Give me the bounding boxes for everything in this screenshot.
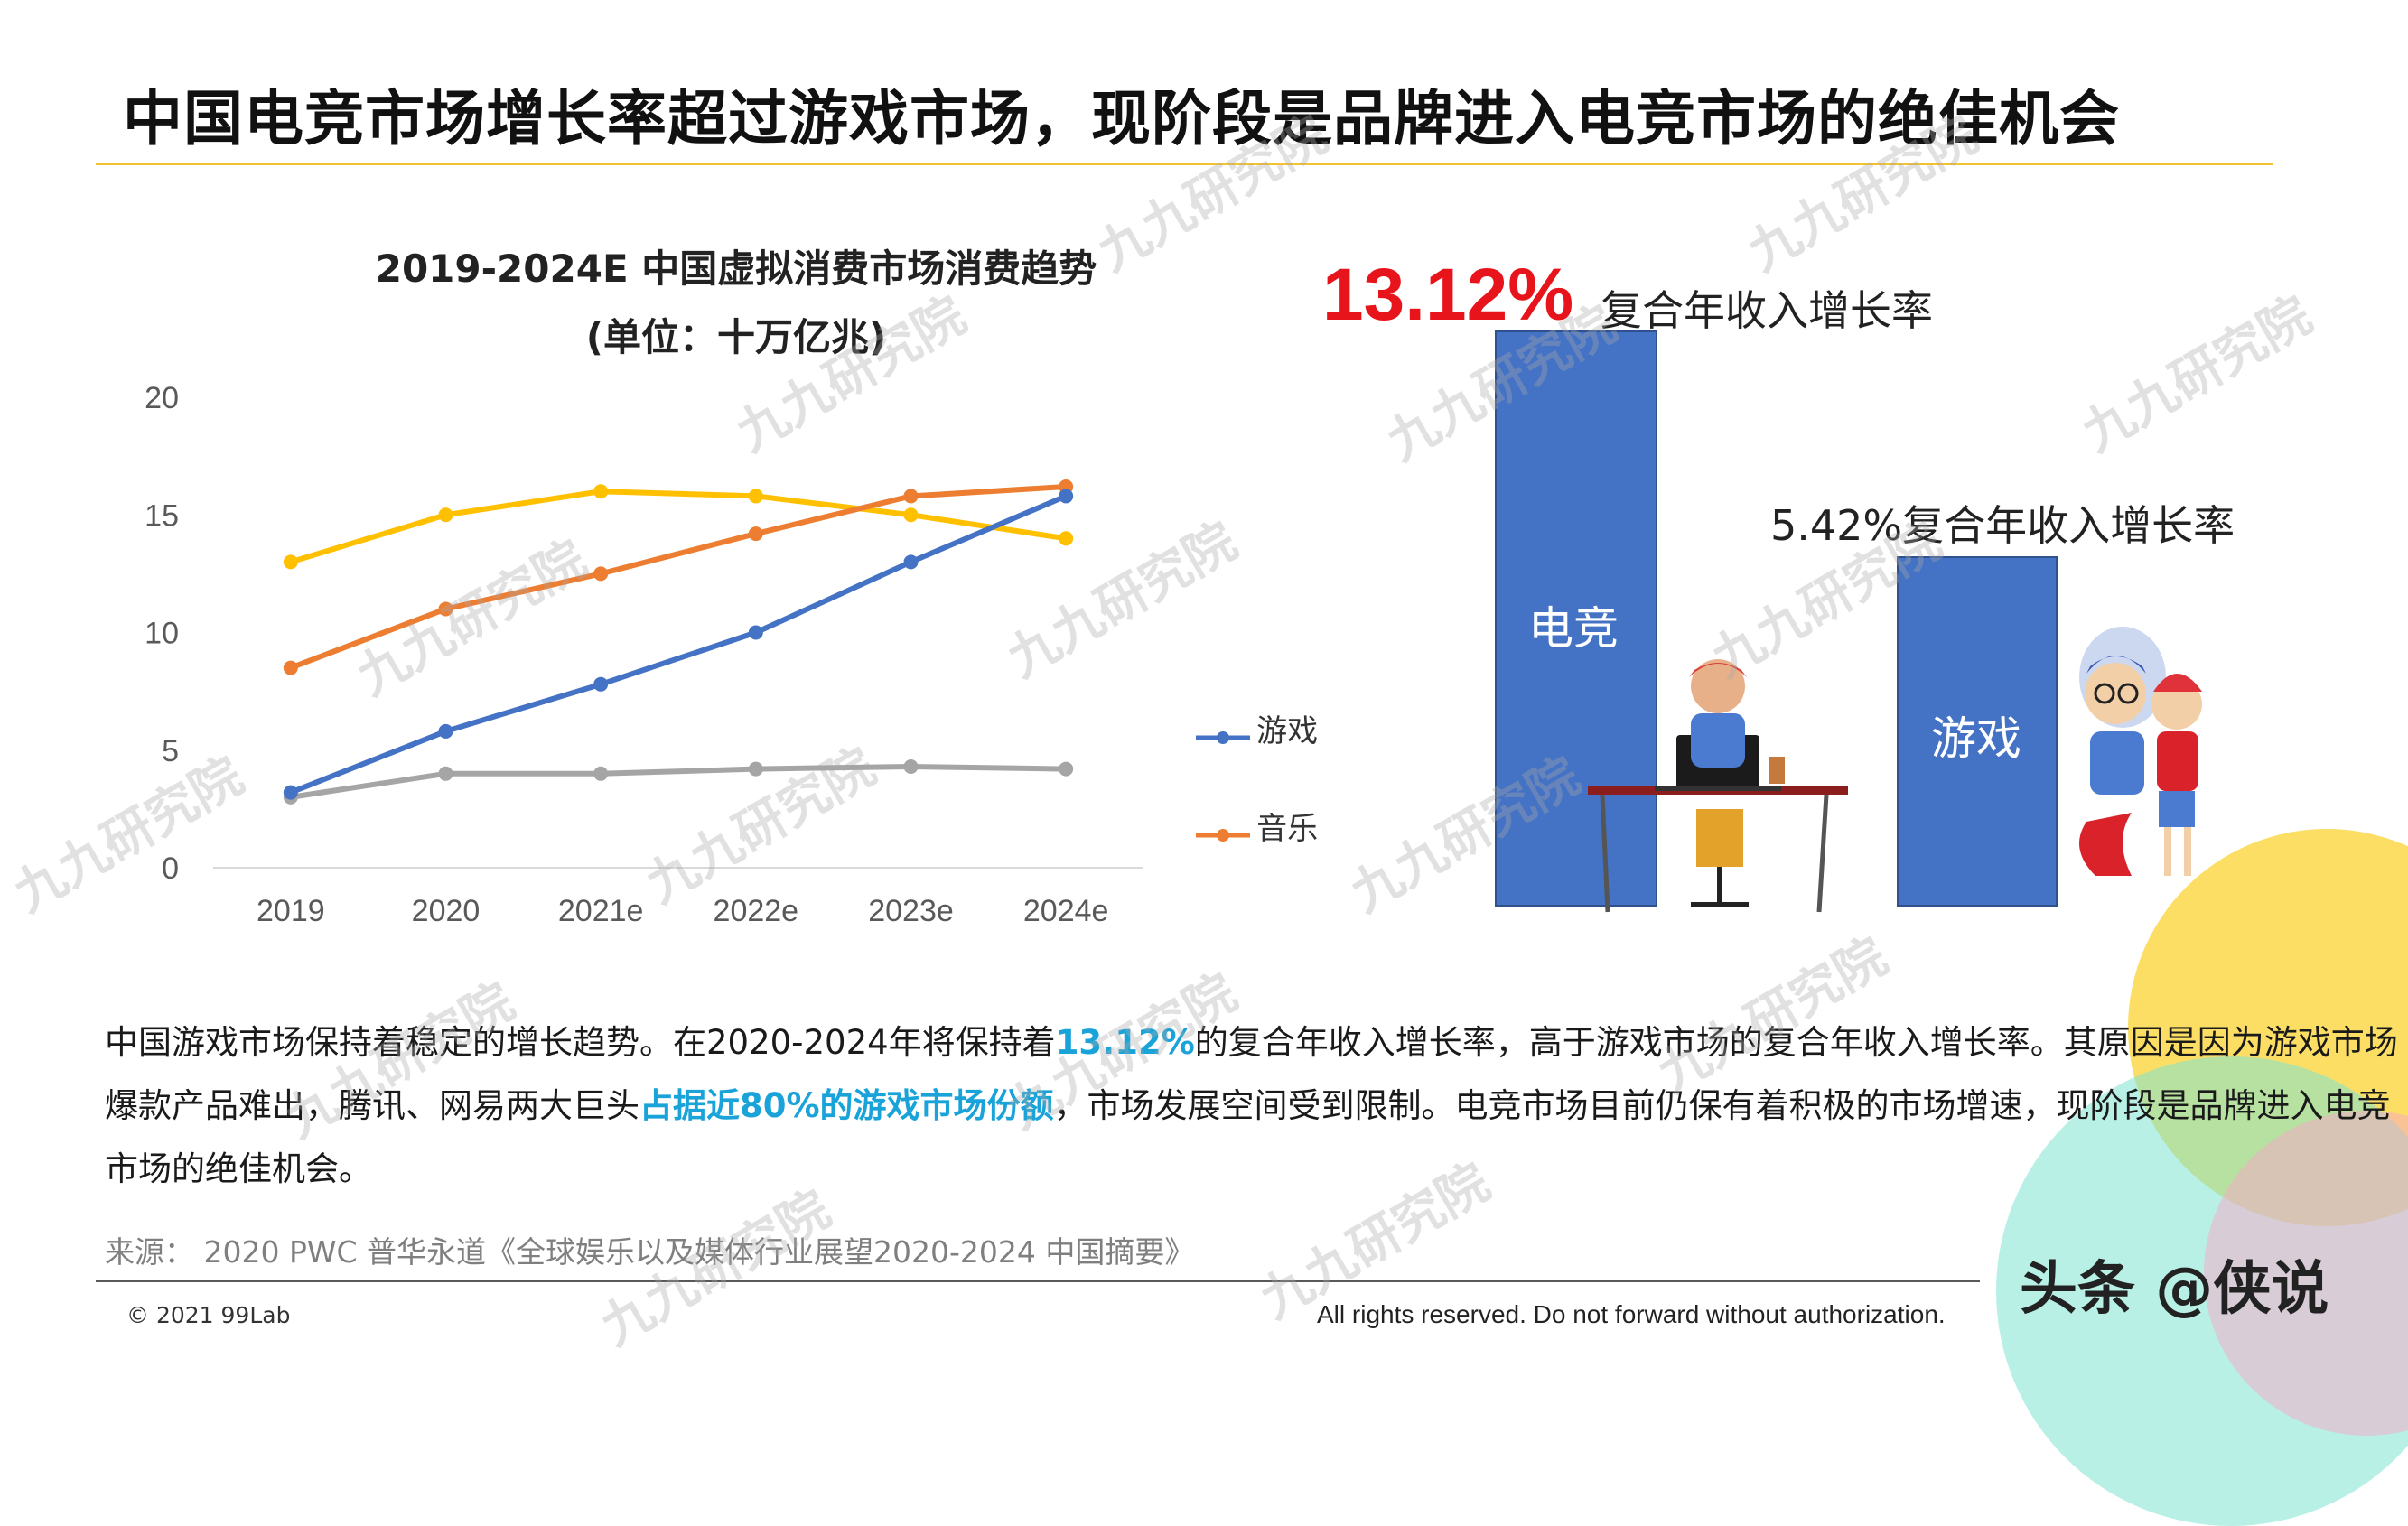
x-tick-label: 2023e: [868, 894, 954, 928]
source-note: 来源： 2020 PWC 普华永道《全球娱乐以及媒体行业展望2020-2024 …: [105, 1234, 1195, 1270]
x-tick-label: 2019: [257, 894, 325, 928]
esports-cagr-value: 13.12%: [1322, 254, 1574, 336]
game-cagr-note: 5.42%复合年收入增长率: [1770, 501, 2235, 550]
bar-game: [1897, 556, 2058, 907]
series-line-3: [289, 489, 1067, 565]
data-point-3-4: [903, 507, 919, 523]
brand-watermark-logo: 头条 @侠说: [2020, 1256, 2329, 1323]
watermark: 九九研究院: [2073, 285, 2321, 463]
data-point-2-4: [903, 758, 919, 774]
data-point-1-2: [593, 566, 609, 582]
esports-cagr-note: 复合年收入增长率: [1601, 286, 1933, 335]
legend-swatch-music: [1196, 828, 1250, 842]
rights-notice: All rights reserved. Do not forward with…: [1317, 1300, 1946, 1328]
data-point-0-4: [903, 554, 919, 570]
summary-highlight-cagr: 13.12%: [1055, 1023, 1195, 1062]
kids-illustration: [2079, 627, 2202, 876]
data-point-2-1: [438, 766, 453, 781]
footer-rule: [96, 1280, 1980, 1282]
data-point-1-0: [283, 660, 298, 675]
data-point-1-3: [748, 526, 763, 542]
data-point-2-3: [748, 761, 763, 777]
legend-swatch-game: [1196, 730, 1250, 744]
x-tick-label: 2022e: [714, 894, 799, 928]
data-point-2-2: [593, 766, 609, 781]
data-point-3-5: [1059, 531, 1074, 546]
x-tick-label: 2024e: [1023, 894, 1109, 928]
summary-text-2: 的复合年收入增长率，高于游戏市场的复合年收入增长率。其原因是因为游戏市场爆款产品…: [105, 1023, 2398, 1125]
bar-esports-label: 电竞: [1528, 602, 1619, 655]
series-line-1: [289, 483, 1067, 671]
summary-text-3: ，市场发展空间受到限制。电竞市场目前仍保有着积极的市场增速，现阶段是品牌进入电竞…: [105, 1086, 2391, 1188]
gamer-illustration: [1588, 659, 1848, 913]
data-point-3-0: [283, 554, 298, 570]
data-point-0-2: [593, 676, 609, 692]
summary-highlight-share: 占据近80%的游戏市场份额: [639, 1086, 1054, 1125]
data-point-0-1: [438, 723, 453, 739]
legend-label-game: 游戏: [1256, 713, 1319, 749]
page-title: 中国电竞市场增长率超过游戏市场，现阶段是品牌进入电竞市场的绝佳机会: [123, 84, 2120, 154]
y-tick-label: 5: [162, 734, 179, 768]
y-tick-label: 0: [162, 851, 179, 886]
title-rule: [96, 163, 2273, 165]
line-chart: 0 5 10 15 20 2019 2020 2021e 2022e 2023e 2024e: [145, 381, 1143, 928]
y-tick-label: 20: [145, 381, 179, 415]
line-chart-subtitle: (单位：十万亿兆): [585, 315, 887, 359]
data-point-3-3: [748, 489, 763, 504]
data-point-1-4: [903, 489, 919, 504]
y-tick-label: 15: [145, 498, 179, 533]
copyright: © 2021 99Lab: [126, 1302, 291, 1328]
y-tick-label: 10: [145, 617, 179, 651]
legend-item-game: 游戏: [1194, 706, 1318, 750]
data-point-2-5: [1059, 761, 1074, 777]
data-point-0-5: [1059, 489, 1074, 504]
data-point-0-0: [283, 785, 298, 800]
data-point-0-3: [748, 625, 763, 640]
legend-item-music: 音乐: [1194, 804, 1318, 848]
summary-paragraph: 中国游戏市场保持着稳定的增长趋势。在2020-2024年将保持着13.12%的复…: [105, 1011, 2399, 1201]
data-point-1-1: [438, 601, 453, 617]
summary-text-1: 中国游戏市场保持着稳定的增长趋势。在2020-2024年将保持着: [105, 1023, 1056, 1062]
data-point-3-1: [438, 507, 453, 523]
series-line-0: [289, 493, 1068, 796]
legend-label-music: 音乐: [1256, 811, 1319, 847]
data-point-3-2: [593, 484, 609, 499]
line-chart-title: 2019-2024E 中国虚拟消费市场消费趋势: [375, 247, 1097, 291]
bar-game-label: 游戏: [1931, 712, 2021, 765]
bar-esports: [1495, 330, 1657, 907]
x-tick-label: 2020: [412, 894, 481, 928]
series-line-2: [290, 763, 1067, 800]
x-tick-label: 2021e: [558, 894, 644, 928]
